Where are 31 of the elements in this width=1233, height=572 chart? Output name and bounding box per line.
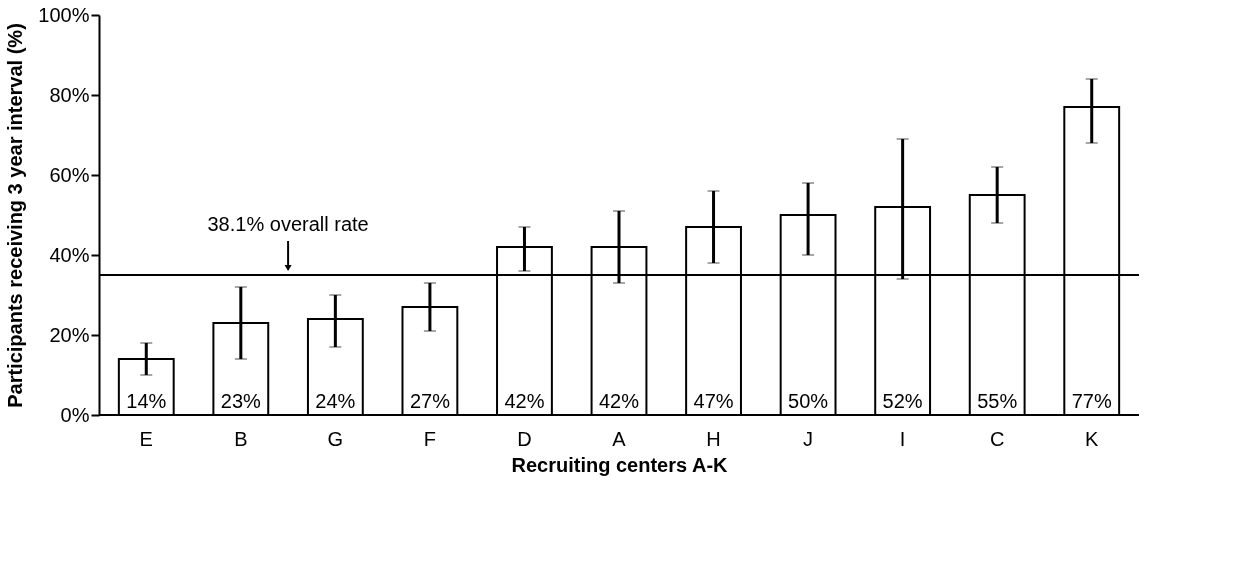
y-axis-title: Participants receiving 3 year interval (%) bbox=[4, 23, 27, 408]
x-tick-label: I bbox=[899, 427, 906, 450]
data-label: 42% bbox=[598, 390, 640, 412]
data-label: 14% bbox=[126, 390, 167, 412]
y-tick-label: 100% bbox=[38, 3, 90, 26]
x-tick-label: J bbox=[803, 427, 814, 450]
data-label: 52% bbox=[882, 390, 923, 412]
x-tick-label: E bbox=[139, 427, 153, 450]
data-label: 23% bbox=[220, 390, 262, 412]
x-tick-label: H bbox=[706, 427, 721, 450]
data-label: 24% bbox=[315, 390, 356, 412]
data-label: 55% bbox=[977, 390, 1018, 412]
x-tick-label: B bbox=[234, 427, 248, 450]
x-tick-label: C bbox=[989, 427, 1005, 450]
x-tick-label: K bbox=[1085, 427, 1100, 450]
data-label: 42% bbox=[504, 390, 545, 412]
y-tick-label: 0% bbox=[60, 403, 90, 426]
data-label: 47% bbox=[693, 390, 734, 412]
data-label: 27% bbox=[409, 390, 451, 412]
x-tick-label: F bbox=[423, 427, 437, 450]
y-tick-label: 80% bbox=[49, 83, 90, 106]
y-tick-label: 60% bbox=[49, 163, 90, 186]
x-tick-label: A bbox=[612, 427, 627, 450]
y-tick-label: 40% bbox=[49, 243, 90, 266]
x-tick-label: D bbox=[517, 427, 532, 450]
data-label: 50% bbox=[788, 390, 829, 412]
data-label: 77% bbox=[1071, 390, 1112, 412]
ref-line-label: 38.1% overall rate bbox=[207, 213, 369, 235]
x-tick-label: G bbox=[327, 427, 344, 450]
y-tick-label: 20% bbox=[49, 323, 90, 346]
x-axis-title: Recruiting centers A-K bbox=[511, 453, 729, 476]
